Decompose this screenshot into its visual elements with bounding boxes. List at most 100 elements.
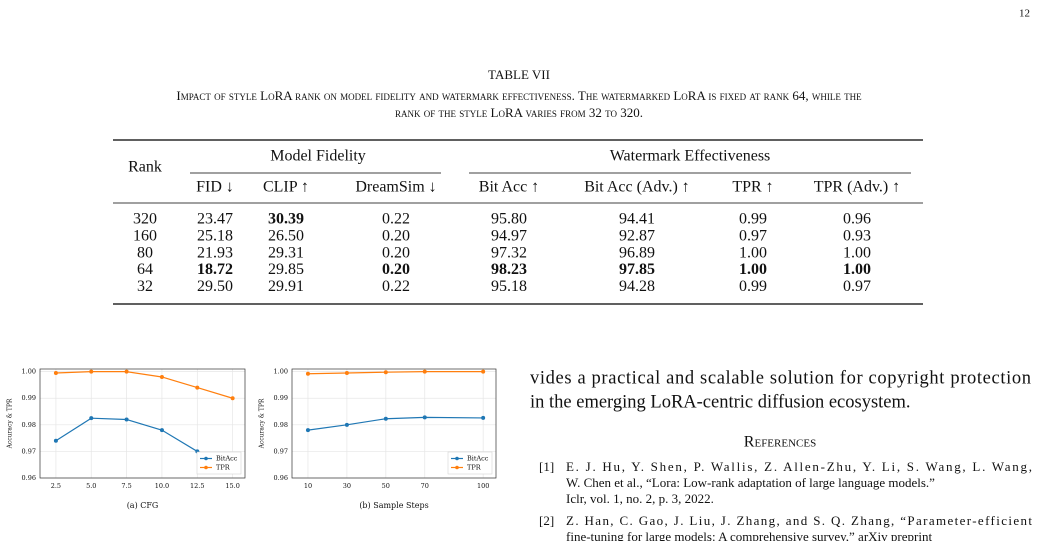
table-cell: 25.18	[197, 227, 233, 244]
legend-swatch	[204, 456, 208, 461]
y-axis-label: Accuracy & TPR	[7, 398, 14, 449]
table-cell: 320	[133, 211, 157, 228]
table-cell: 0.97	[843, 278, 871, 295]
table-cell: 29.85	[268, 261, 304, 278]
axes-frame	[39, 368, 246, 479]
legend-box	[196, 451, 242, 475]
table-label: TABLE VII	[488, 67, 550, 82]
y-tick-label: 1.00	[274, 368, 288, 376]
y-tick-label: 0.97	[274, 447, 288, 455]
x-tick-label: 70	[421, 482, 429, 490]
table-cell: 0.99	[739, 211, 767, 228]
table-cell: 96.89	[619, 244, 655, 261]
series-marker	[344, 370, 349, 375]
table-cell: 64	[137, 261, 153, 278]
y-tick-label: 1.00	[22, 368, 36, 376]
table-cell: 0.20	[382, 227, 410, 244]
table-cell: 23.47	[197, 211, 233, 228]
column-header: CLIP ↑	[263, 179, 309, 196]
group-header: Model Fidelity	[270, 148, 366, 165]
series-marker	[230, 396, 235, 401]
series-marker	[53, 438, 58, 443]
table-cell: 95.18	[491, 278, 527, 295]
series-marker	[124, 417, 129, 422]
table-caption: rank of the style LoRA varies from 32 to…	[395, 105, 643, 120]
series-marker	[344, 422, 349, 427]
legend-box	[447, 451, 493, 475]
table-caption: Impact of style LoRA rank on model fidel…	[176, 88, 862, 103]
series-marker	[383, 416, 388, 421]
reference-label: [2]	[539, 513, 554, 528]
table-cell: 1.00	[739, 261, 767, 278]
legend-swatch	[455, 465, 459, 470]
x-tick-label: 2.5	[51, 482, 61, 490]
axes-frame	[291, 368, 497, 479]
column-header: FID ↓	[196, 179, 234, 196]
table-cell: 29.50	[197, 278, 233, 295]
x-tick-label: 7.5	[121, 482, 131, 490]
figure-caption: (b) Sample Steps	[359, 501, 428, 510]
legend-label: TPR	[216, 464, 231, 472]
body-text: vides a practical and scalable solution …	[530, 368, 1031, 388]
series-marker	[422, 369, 427, 374]
table-cell: 32	[137, 278, 153, 295]
y-tick-label: 0.96	[274, 474, 288, 482]
table-cell: 0.20	[382, 261, 410, 278]
table-cell: 98.23	[491, 261, 527, 278]
series-marker	[481, 415, 486, 420]
table-cell: 0.93	[843, 227, 871, 244]
table-cell: 160	[133, 227, 157, 244]
x-tick-label: 30	[343, 482, 351, 490]
table-cell: 97.32	[491, 244, 527, 261]
table-cell: 92.87	[619, 227, 655, 244]
series-marker	[305, 428, 310, 433]
figure: 0.96 0.97 0.98 0.99 1.00 10 30 50 70 100 Accuracy …	[259, 368, 497, 510]
series-line	[55, 371, 233, 399]
series-marker	[305, 371, 310, 376]
x-tick-label: 5.0	[86, 482, 96, 490]
y-tick-label: 0.99	[274, 394, 288, 402]
reference-text: fine-tuning for large models: A comprehe…	[566, 529, 932, 541]
table-cell: 21.93	[197, 244, 233, 261]
figure-caption: (a) CFG	[127, 501, 159, 510]
table-cell: 1.00	[843, 244, 871, 261]
series-marker	[383, 370, 388, 375]
column-header: TPR ↑	[732, 179, 773, 196]
y-tick-label: 0.98	[274, 421, 288, 429]
x-tick-label: 10	[304, 482, 312, 490]
x-tick-label: 50	[382, 482, 390, 490]
y-tick-label: 0.96	[22, 474, 36, 482]
series-marker	[124, 369, 129, 374]
body-text: in the emerging LoRA-centric diffusion e…	[530, 392, 911, 412]
page-number: 12	[1019, 8, 1030, 20]
table-cell: 95.80	[491, 211, 527, 228]
column-header: TPR (Adv.) ↑	[814, 179, 901, 196]
reference-text: Z. Han, C. Gao, J. Liu, J. Zhang, and S.…	[566, 513, 1032, 528]
table-cell: 0.99	[739, 278, 767, 295]
reference-text: E. J. Hu, Y. Shen, P. Wallis, Z. Allen-Z…	[566, 459, 1032, 474]
y-axis-label: Accuracy & TPR	[259, 398, 266, 449]
group-header: Watermark Effectiveness	[610, 148, 771, 165]
series-marker	[481, 369, 486, 374]
reference-text: W. Chen et al., “Lora: Low-rank adaptati…	[566, 475, 935, 490]
table-cell: 0.22	[382, 278, 410, 295]
column-header: Bit Acc (Adv.) ↑	[584, 179, 690, 196]
x-tick-label: 12.5	[190, 482, 204, 490]
table-cell: 29.91	[268, 278, 304, 295]
series-marker	[159, 374, 164, 379]
series-marker	[422, 415, 427, 420]
series-marker	[89, 416, 94, 421]
table-cell: 80	[137, 244, 153, 261]
x-tick-label: 15.0	[225, 482, 239, 490]
series-line	[307, 416, 484, 431]
table-cell: 94.28	[619, 278, 655, 295]
table-cell: 1.00	[843, 261, 871, 278]
column-header: Bit Acc ↑	[479, 179, 539, 196]
reference-label: [1]	[539, 459, 554, 474]
x-tick-label: 10.0	[155, 482, 169, 490]
table-cell: 29.31	[268, 244, 304, 261]
table-cell: 0.96	[843, 211, 871, 228]
series-marker	[89, 369, 94, 374]
legend-label: BitAcc	[467, 455, 489, 463]
